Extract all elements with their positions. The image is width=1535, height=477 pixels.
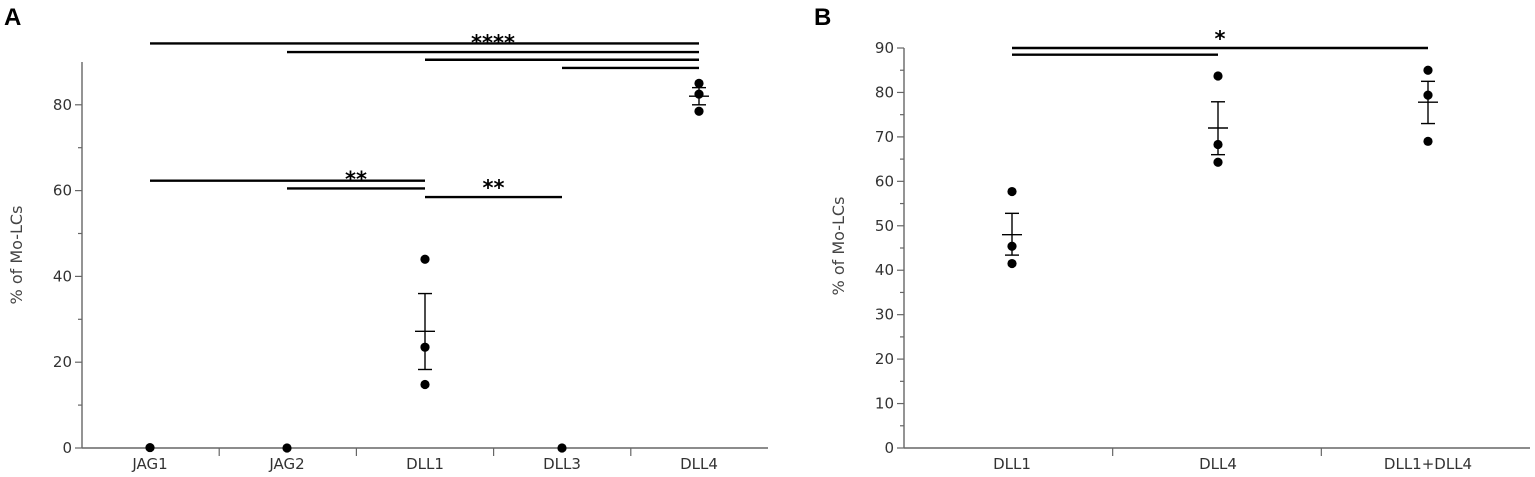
- x-category-label: DLL1+DLL4: [1384, 455, 1472, 473]
- x-category-label: JAG1: [131, 455, 167, 473]
- y-tick-label: 40: [875, 261, 894, 279]
- panel-letter-b: B: [814, 4, 831, 31]
- y-tick-label: 80: [53, 96, 72, 114]
- y-tick-label: 60: [53, 182, 72, 200]
- data-point: [1423, 65, 1433, 75]
- data-point: [1423, 90, 1433, 100]
- x-category-label: DLL4: [1199, 455, 1237, 473]
- chart-panel-a: 0 20 40 60 80 % of Mo-LCs JAG1 JAG2 DLL1 DLL3 DLL4…: [7, 31, 768, 473]
- y-tick-label: 30: [875, 306, 894, 324]
- data-point: [1213, 139, 1223, 150]
- data-point: [1213, 157, 1223, 167]
- data-point: [1423, 136, 1433, 146]
- data-point: [1007, 186, 1017, 197]
- y-tick-label: 60: [875, 172, 894, 190]
- data-point: [557, 443, 567, 453]
- panel-letter-a: A: [4, 4, 21, 31]
- y-axis-label: % of Mo-LCs: [7, 206, 26, 305]
- y-axis-label: % of Mo-LCs: [829, 197, 848, 296]
- data-point: [694, 106, 704, 116]
- y-tick-label: 50: [875, 217, 894, 235]
- data-point: [420, 342, 430, 352]
- data-point: [694, 89, 704, 99]
- data-point: [694, 78, 704, 88]
- x-category-label: DLL1: [406, 455, 444, 473]
- data-point: [1007, 258, 1017, 269]
- x-category-label: JAG2: [268, 455, 304, 473]
- y-tick-label: 90: [875, 39, 894, 57]
- data-point: [145, 442, 155, 453]
- x-category-label: DLL3: [543, 455, 581, 473]
- y-tick-label: 70: [875, 128, 894, 146]
- y-tick-label: 0: [884, 439, 894, 457]
- y-tick-label: 80: [875, 83, 894, 101]
- data-point: [420, 254, 430, 264]
- chart-panel-b: 0 10 20 30 40 50 60 70 80 90 % of Mo-LCs DLL1 DLL4 DL…: [829, 27, 1530, 473]
- y-tick-label: 0: [62, 439, 72, 457]
- x-category-label: DLL4: [680, 455, 718, 473]
- significance-label: **: [345, 167, 367, 191]
- x-category-label: DLL1: [993, 455, 1031, 473]
- data-point: [1213, 71, 1223, 81]
- y-tick-label: 20: [875, 350, 894, 368]
- data-point: [420, 379, 430, 390]
- data-point: [282, 443, 292, 453]
- data-point: [1007, 241, 1017, 251]
- significance-label: ****: [471, 31, 515, 55]
- significance-label: *: [1215, 27, 1226, 51]
- y-tick-label: 10: [875, 395, 894, 413]
- y-tick-label: 20: [53, 353, 72, 371]
- significance-label: **: [483, 176, 505, 200]
- y-tick-label: 40: [53, 267, 72, 285]
